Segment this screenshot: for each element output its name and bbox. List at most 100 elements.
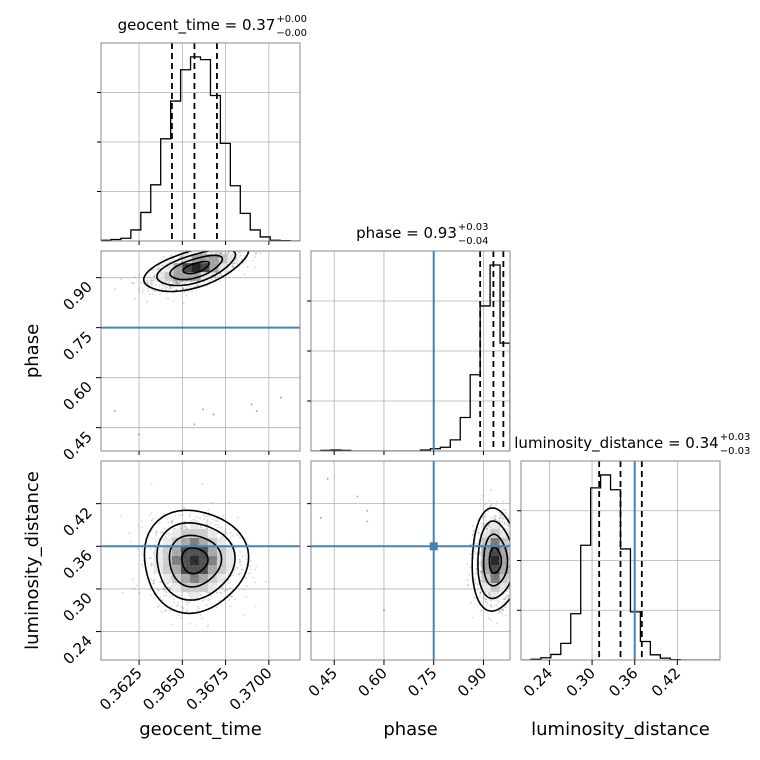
sample-point	[182, 506, 185, 509]
sample-point	[254, 266, 256, 269]
x-tick-label: 0.3650	[139, 664, 189, 714]
sample-point	[506, 524, 508, 526]
sample-point	[239, 238, 241, 240]
sample-point	[155, 540, 158, 543]
density-cell	[189, 538, 199, 547]
sample-point	[164, 590, 167, 593]
density-cell	[180, 583, 190, 592]
x-tick-label: 0.60	[354, 664, 390, 700]
sample-point	[182, 287, 184, 290]
density-cell	[499, 583, 509, 592]
sample-point	[139, 281, 142, 284]
sample-point	[199, 283, 202, 286]
sample-point	[515, 542, 517, 544]
sample-point	[240, 248, 242, 250]
sample-point	[239, 564, 242, 566]
sample-point	[202, 245, 204, 247]
sample-point	[504, 606, 507, 608]
density-cell	[200, 254, 210, 264]
sample-point	[228, 246, 230, 248]
sample-point	[167, 535, 170, 537]
sample-point	[163, 285, 166, 287]
sample-point	[205, 591, 208, 594]
density-cell	[209, 263, 219, 273]
sample-point	[158, 264, 161, 267]
sample-point	[245, 595, 248, 598]
sample-point	[476, 583, 479, 586]
sample-point	[120, 278, 122, 281]
sample-point	[202, 280, 205, 283]
sample-point	[511, 564, 513, 566]
sample-point	[507, 595, 510, 597]
sample-point	[517, 584, 519, 586]
sample-point	[202, 408, 205, 411]
density-cell	[171, 538, 181, 547]
sample-point	[513, 575, 515, 577]
sample-point	[166, 583, 169, 585]
sample-point	[153, 275, 156, 277]
density-cell	[499, 538, 509, 547]
y-tick-label: 0.42	[59, 504, 95, 540]
sample-point	[204, 515, 207, 518]
sample-point	[489, 523, 491, 525]
sample-point	[155, 534, 157, 537]
x-tick-label: 0.42	[648, 664, 684, 700]
sample-point	[479, 609, 482, 612]
sample-point	[181, 287, 184, 290]
panel-content	[311, 461, 526, 660]
sample-point	[207, 599, 210, 602]
sample-point	[186, 248, 188, 250]
sample-point	[250, 403, 253, 406]
sample-point	[185, 527, 188, 529]
sample-point	[231, 265, 234, 267]
sample-point	[180, 526, 183, 529]
sample-point	[161, 284, 163, 286]
sample-point	[208, 598, 211, 601]
sample-point	[512, 577, 514, 579]
sample-point	[221, 587, 224, 590]
x-tick-label: 0.36	[605, 664, 641, 700]
density-cell	[182, 272, 192, 282]
sample-point	[252, 241, 254, 243]
sample-point	[138, 287, 141, 290]
sample-point	[152, 517, 155, 520]
sample-point	[498, 517, 501, 520]
sample-point	[226, 247, 228, 249]
sample-point	[488, 593, 491, 596]
sample-point	[175, 282, 178, 284]
sample-point	[216, 520, 219, 523]
sample-point	[216, 532, 219, 534]
density-cell	[189, 529, 199, 538]
x-tick-label: 0.3700	[226, 664, 276, 714]
sample-point	[213, 243, 215, 245]
sample-point	[146, 300, 149, 303]
sample-point	[177, 603, 179, 606]
sample-point	[255, 252, 258, 255]
sample-point	[356, 495, 359, 498]
sample-point	[177, 283, 179, 285]
sample-point	[152, 281, 154, 284]
sample-point	[188, 601, 191, 604]
sample-point	[151, 268, 154, 271]
sample-point	[226, 588, 228, 591]
sample-point	[471, 525, 474, 528]
sample-point	[518, 552, 520, 554]
sample-point	[153, 275, 156, 278]
sample-point	[151, 279, 153, 282]
density-cell	[490, 556, 500, 565]
sample-point	[493, 604, 496, 607]
sample-point	[236, 566, 238, 569]
sample-point	[513, 559, 515, 561]
contour-level	[471, 507, 510, 612]
sample-point	[249, 565, 252, 567]
sample-point	[212, 413, 215, 416]
density-cell	[207, 556, 217, 565]
sample-point	[128, 532, 131, 535]
sample-point	[487, 524, 490, 527]
y-tick-label: 0.36	[59, 546, 95, 582]
sample-point	[524, 547, 526, 549]
sample-point	[141, 565, 144, 568]
sample-point	[279, 396, 282, 399]
sample-point	[496, 501, 498, 503]
sample-point	[202, 600, 204, 603]
